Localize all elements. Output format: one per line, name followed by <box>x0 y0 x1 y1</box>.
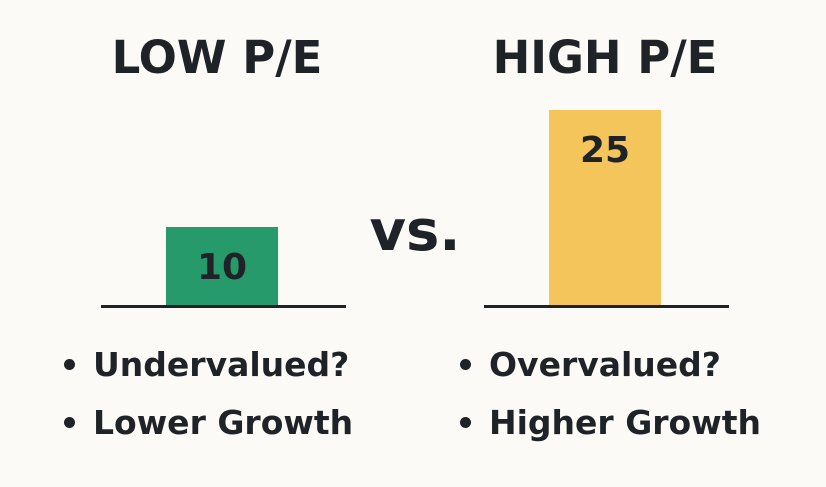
list-item: Higher Growth <box>460 394 761 452</box>
low-pe-bullet-text: Lower Growth <box>93 403 354 442</box>
high-pe-bullets: Overvalued? Higher Growth <box>460 336 761 452</box>
list-item: Lower Growth <box>64 394 353 452</box>
bullet-dot-icon <box>64 359 75 370</box>
bullet-dot-icon <box>460 359 471 370</box>
low-pe-bullet-text: Undervalued? <box>93 345 350 384</box>
high-pe-bar <box>549 110 661 305</box>
low-pe-title: LOW P/E <box>111 31 323 84</box>
bullet-dot-icon <box>64 417 75 428</box>
versus-label: vs. <box>369 199 461 264</box>
low-pe-value-label: 10 <box>197 247 247 288</box>
high-pe-bullet-text: Higher Growth <box>489 403 761 442</box>
high-pe-value-label: 25 <box>580 130 630 171</box>
high-pe-title: HIGH P/E <box>492 31 718 84</box>
low-pe-bar <box>166 227 278 305</box>
bullet-dot-icon <box>460 417 471 428</box>
low-pe-bullets: Undervalued? Lower Growth <box>64 336 353 452</box>
list-item: Undervalued? <box>64 336 353 394</box>
high-pe-bullet-text: Overvalued? <box>489 345 721 384</box>
list-item: Overvalued? <box>460 336 761 394</box>
